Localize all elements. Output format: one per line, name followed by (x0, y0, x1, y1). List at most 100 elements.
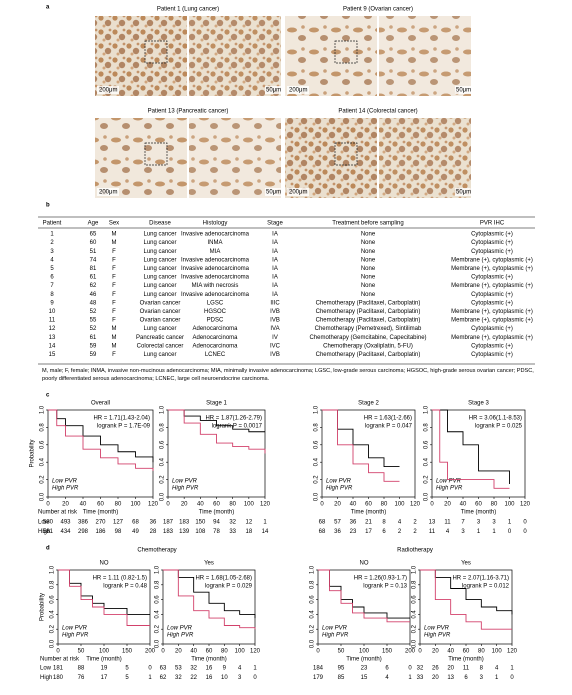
logrank-p: logrank P = 0.48 (103, 584, 147, 590)
table-cell: Lung cancer (143, 352, 176, 358)
panel-label: a (46, 5, 50, 11)
risk-count: 6 (464, 675, 468, 681)
x-tick-label: 60 (463, 649, 470, 655)
x-tick-label: 100 (99, 649, 110, 655)
x-tick-label: 0 (320, 502, 324, 508)
zoom-box (144, 40, 168, 64)
risk-row-label: High (38, 529, 50, 535)
x-axis-label: Time (month) (86, 657, 121, 663)
scale-label-bg (97, 86, 119, 94)
table-header: Stage (267, 221, 283, 227)
y-tick-label: 1.0 (160, 405, 166, 414)
y-tick-label: 0.2 (424, 475, 430, 484)
table-cell: Cytoplasmic (+) (471, 343, 513, 349)
risk-count: 0 (148, 666, 152, 672)
risk-count: 581 (43, 529, 54, 535)
x-axis-label: Time (month) (191, 657, 226, 663)
y-tick-label: 0.4 (155, 610, 161, 619)
risk-count: 11 (463, 666, 470, 672)
risk-count: 63 (160, 666, 167, 672)
table-header: Histology (203, 221, 228, 227)
x-tick-label: 120 (520, 502, 531, 508)
risk-count: 386 (78, 520, 89, 526)
x-tick-label: 120 (250, 649, 261, 655)
table-cell: Cytoplasmic (+) (471, 232, 513, 238)
scale-bar-label: 50μm (266, 190, 281, 196)
x-tick-label: 20 (334, 502, 341, 508)
table-cell: IVA (270, 326, 279, 332)
table-cell: F (112, 257, 116, 263)
y-tick-label: 0.2 (160, 475, 166, 484)
x-tick-label: 60 (206, 649, 213, 655)
table-cell: HGSOC (204, 309, 227, 315)
table-cell: 4 (50, 257, 54, 263)
table-cell: IVB (270, 318, 280, 324)
table-cell: 15 (49, 352, 56, 358)
table-cell: 13 (49, 335, 56, 341)
table-cell: F (112, 352, 116, 358)
legend-entry: High PVR (322, 633, 349, 639)
table-cell: 6 (50, 275, 54, 281)
hazard-ratio: HR = 1.87(1.26-2.79) (205, 416, 262, 422)
scale-label-bg (287, 188, 309, 196)
risk-count: 6 (382, 529, 386, 535)
table-cell: Lung cancer (143, 326, 176, 332)
table-header: Sex (109, 221, 119, 227)
y-tick-label: 0.0 (50, 639, 56, 648)
y-tick-label: 0.0 (424, 492, 430, 501)
y-tick-label: 0.2 (310, 624, 316, 633)
risk-count: 0 (523, 529, 527, 535)
y-tick-label: 1.0 (155, 565, 161, 574)
risk-count: 12 (245, 520, 252, 526)
y-tick-label: 0.0 (155, 639, 161, 648)
logrank-p: logrank P = 0.012 (462, 584, 510, 590)
micrograph-low (95, 118, 187, 198)
risk-count: 68 (319, 520, 326, 526)
logrank-p: logrank P = 1.7E-09 (97, 424, 151, 430)
plot-title: Stage 1 (206, 401, 227, 407)
y-tick-label: 0.4 (412, 610, 418, 619)
x-tick-label: 60 (475, 502, 482, 508)
table-cell: IA (272, 283, 278, 289)
legend-entry: High PVR (424, 633, 451, 639)
y-tick-label: 0.8 (50, 580, 56, 589)
x-tick-label: 0 (418, 649, 422, 655)
x-tick-label: 100 (130, 502, 141, 508)
hazard-ratio: HR = 1.26(0.93-1.7) (354, 576, 407, 582)
group-title: Chemotherapy (137, 548, 176, 554)
risk-count: 6 (385, 666, 389, 672)
risk-count: 15 (361, 675, 368, 681)
table-cell: Lung cancer (143, 292, 176, 298)
y-tick-label: 0.6 (314, 440, 320, 449)
survival-curve (420, 569, 512, 630)
risk-count: 85 (338, 675, 345, 681)
x-tick-label: 80 (115, 502, 122, 508)
risk-count: 298 (78, 529, 89, 535)
risk-count: 179 (313, 675, 324, 681)
table-cell: Lung cancer (143, 240, 176, 246)
legend-entry: High PVR (52, 486, 79, 492)
x-tick-label: 0 (161, 649, 165, 655)
y-tick-label: 0.2 (50, 624, 56, 633)
risk-count: 10 (221, 675, 228, 681)
legend-entry: Low PVR (167, 626, 193, 632)
micrograph-high (189, 118, 281, 198)
table-cell: Adenocarcinoma (192, 335, 238, 341)
y-tick-label: 0.6 (50, 595, 56, 604)
survival-curve (48, 409, 154, 471)
x-tick-label: 200 (145, 649, 156, 655)
risk-count: 36 (350, 520, 357, 526)
table-cell: IA (272, 257, 278, 263)
y-tick-label: 0.2 (40, 475, 46, 484)
risk-count: 11 (444, 520, 451, 526)
micrograph-high (379, 16, 471, 96)
x-tick-label: 0 (316, 649, 320, 655)
risk-count: 139 (179, 529, 190, 535)
risk-count: 5 (125, 675, 129, 681)
zoom-box (334, 40, 358, 64)
risk-count: 4 (398, 520, 402, 526)
table-cell: Membrane (+), cytoplasmic (+) (451, 283, 533, 289)
table-cell: 59 (90, 352, 97, 358)
